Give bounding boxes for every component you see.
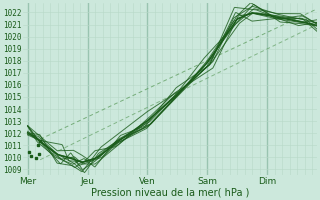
X-axis label: Pression niveau de la mer( hPa ): Pression niveau de la mer( hPa ) [91,187,249,197]
